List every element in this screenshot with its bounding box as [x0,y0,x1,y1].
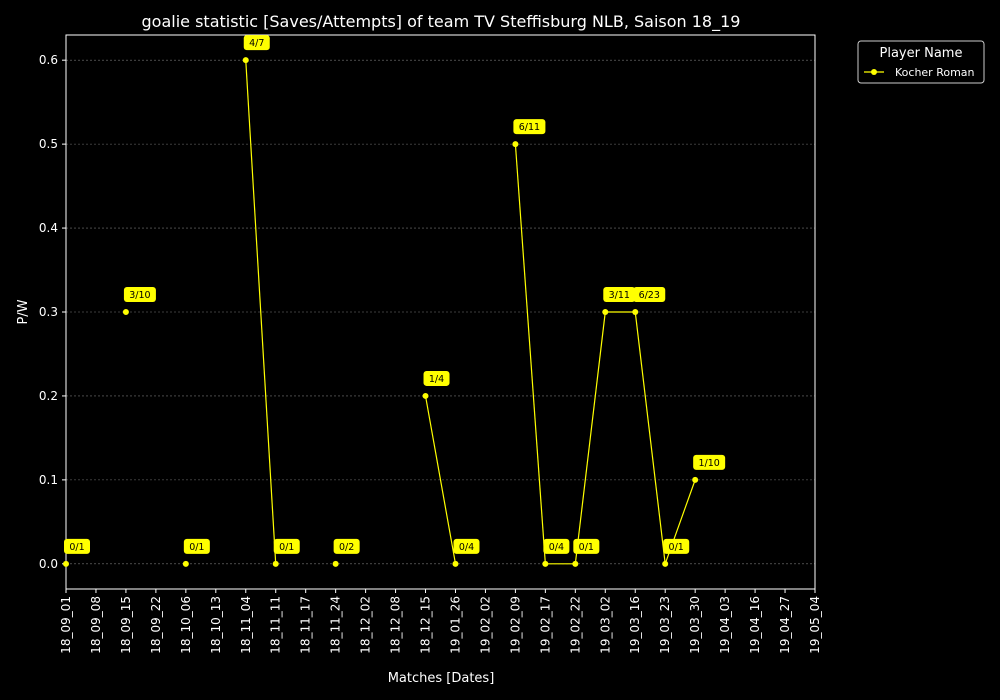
data-point [182,560,189,567]
x-tick-label: 18_11_11 [269,596,283,654]
data-point [272,560,279,567]
data-label: 4/7 [249,38,264,49]
data-point [332,560,339,567]
data-label: 1/10 [698,458,719,469]
data-point [572,560,579,567]
annotation-box [603,287,636,302]
annotation-box [64,538,90,554]
data-label: 3/11 [609,290,630,301]
data-label: 6/11 [519,122,540,133]
series-segment [634,311,666,564]
x-tick-label: 19_05_04 [808,596,822,654]
x-tick-label: 18_09_01 [59,596,73,654]
data-label: 0/1 [669,542,684,553]
annotation-box [693,454,726,470]
series-segment [514,144,546,564]
x-tick-label: 19_03_23 [658,596,672,654]
annotation-box [243,35,270,51]
data-point [512,141,519,148]
x-tick-label: 19_02_02 [478,596,492,654]
y-axis-label: P/W [16,299,31,324]
x-tick-label: 18_12_15 [419,596,433,654]
y-tick-label: 0.4 [39,221,58,235]
x-tick-label: 18_11_04 [239,596,253,654]
series-segment [574,311,606,564]
data-point [63,560,69,567]
x-tick-label: 19_03_02 [598,596,612,654]
y-tick-label: 0.0 [39,557,58,571]
x-tick-label: 18_09_22 [149,596,163,654]
series-segment [424,395,457,564]
y-tick-label: 0.1 [39,473,58,487]
x-tick-label: 19_01_26 [448,596,462,654]
legend-box [857,40,985,84]
annotation-box [183,538,210,554]
data-label: 6/23 [639,290,660,301]
data-point [122,309,129,315]
x-tick-label: 18_11_24 [329,596,343,654]
x-tick-label: 19_04_27 [778,596,792,654]
grid-lines [66,59,815,565]
x-tick-label: 18_10_06 [179,596,193,654]
data-point [422,392,429,399]
legend: Player Name Kocher Roman [857,40,985,84]
x-tick-label: 18_09_08 [89,596,103,654]
x-tick-label: 19_04_03 [718,596,732,654]
x-tick-label: 19_02_22 [568,596,582,654]
annotation-box [423,370,450,386]
annotation-box [663,538,690,554]
annotation-box [333,538,360,554]
data-point [542,560,549,567]
annotation-box [273,538,300,554]
x-tick-label: 19_03_30 [688,596,702,654]
x-tick-label: 19_04_16 [748,596,762,654]
x-tick-label: 18_11_17 [299,596,313,654]
annotation-box [573,538,600,554]
data-point [662,560,669,567]
data-series: 0/1 3/10 0/1 4/7 0/1 0/2 1/4 0/4 6/11 0/4 0/1 3/11 6… [63,35,726,567]
legend-dot-marker [871,69,877,75]
x-tick-label: 18_12_08 [389,596,403,654]
x-tick-label: 19_02_17 [538,596,552,654]
x-tick-label: 19_02_09 [508,596,522,654]
data-label: 1/4 [429,374,444,385]
chart-title: goalie statistic [Saves/Attempts] of tea… [142,12,741,32]
data-label: 3/10 [129,290,150,301]
data-label: 0/1 [69,542,84,553]
data-point [602,309,609,315]
x-axis-label: Matches [Dates] [388,671,495,686]
y-tick-label: 0.2 [39,389,58,403]
data-label: 0/1 [579,542,594,553]
data-label: 0/4 [459,542,474,553]
y-tick-label: 0.3 [39,305,58,319]
data-point [692,476,699,483]
annotation-box [633,287,666,302]
data-point [632,309,639,315]
data-point [452,560,459,567]
data-label: 0/2 [339,542,354,553]
legend-entry-label: Kocher Roman [895,66,975,79]
axes: 0.0 0.1 0.2 0.3 0.4 0.5 0.6 18_09_01 18_09_08 18_… [39,34,822,654]
data-label: 0/4 [549,542,564,553]
y-tick-label: 0.5 [39,137,58,151]
annotation-box [513,119,546,135]
annotation-box [453,538,480,554]
data-label: 0/1 [279,542,294,553]
data-point [242,57,249,64]
x-tick-label: 18_12_02 [359,596,373,654]
legend-title: Player Name [880,46,963,61]
y-tick-label: 0.6 [39,53,58,67]
series-segment [245,60,277,564]
data-label: 0/1 [189,542,204,553]
x-tick-label: 18_10_13 [209,596,223,654]
x-tick-label: 19_03_16 [628,596,642,654]
annotation-box [543,538,570,554]
annotation-box [123,287,156,302]
x-tick-label: 18_09_15 [119,596,133,654]
